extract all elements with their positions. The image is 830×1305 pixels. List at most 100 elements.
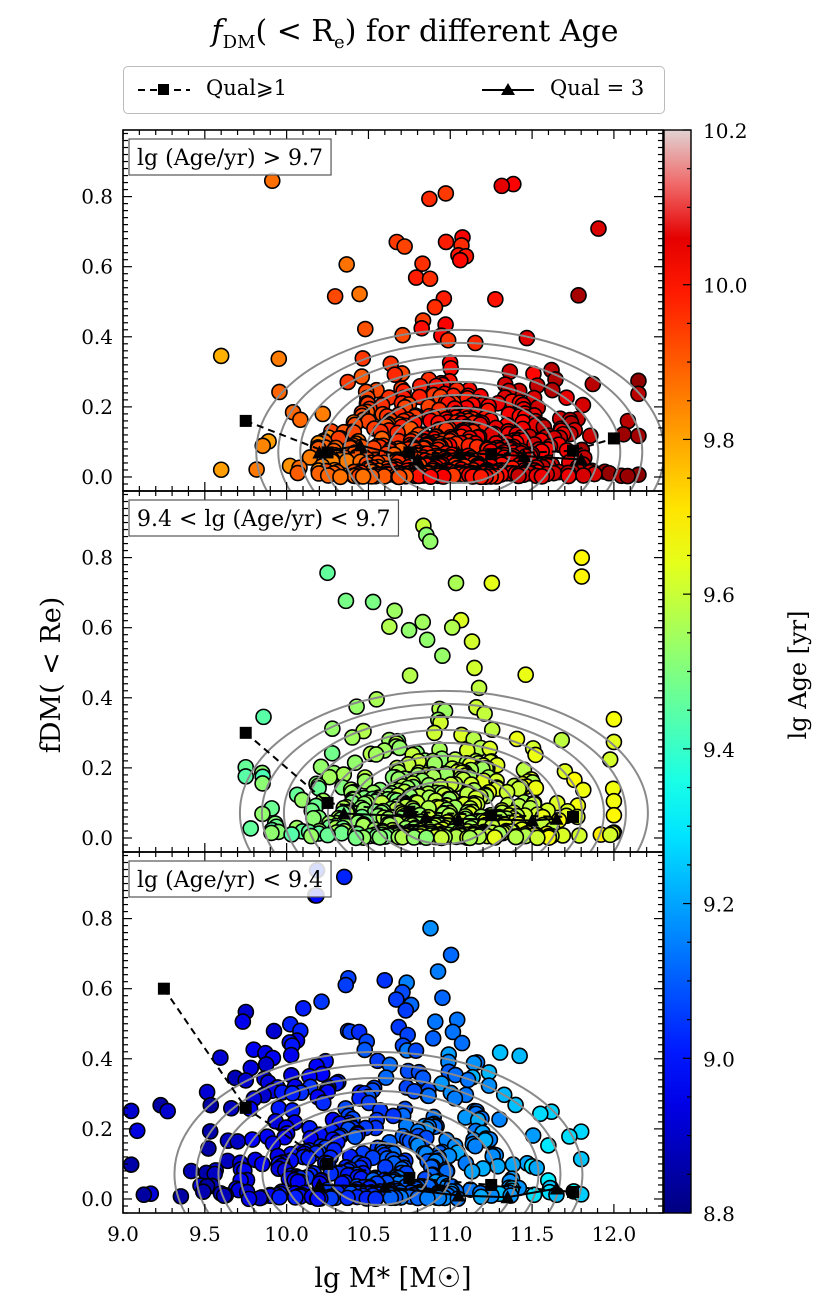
- scatter-point: [414, 613, 432, 631]
- qual3-series-marker: [451, 1188, 466, 1202]
- scatter-point: [466, 659, 483, 677]
- scatter-point: [326, 288, 344, 305]
- scatter-point: [212, 347, 230, 365]
- scatter-point: [351, 285, 368, 303]
- colorbar-tick-label: 9.4: [703, 738, 735, 762]
- scatter-point: [270, 350, 288, 368]
- chart-title: fDM( < Re) for different Age: [211, 14, 619, 53]
- scatter-point: [314, 405, 332, 423]
- x-tick-label: 10.0: [264, 1222, 309, 1246]
- qual3-series-marker: [353, 438, 368, 452]
- scatter-point: [422, 920, 439, 937]
- scatter-point: [401, 667, 419, 684]
- y-tick-label: 0.8: [81, 185, 113, 209]
- density-contour: [195, 1063, 562, 1213]
- scatter-point: [444, 1023, 462, 1041]
- y-tick-label: 0.0: [81, 826, 113, 850]
- scatter-point: [229, 1133, 246, 1150]
- scatter-point: [364, 593, 382, 611]
- scatter-point: [511, 1047, 528, 1065]
- scatter-point: [463, 633, 481, 650]
- scatter-point: [421, 190, 438, 208]
- qual3-series-marker: [377, 1179, 392, 1193]
- qual3-series-marker: [516, 448, 531, 462]
- scatter-point: [507, 828, 525, 846]
- scatter-point: [570, 287, 587, 304]
- scatter-point: [282, 1046, 300, 1064]
- scatter-point: [271, 1188, 288, 1206]
- qual1-series-marker: [567, 444, 579, 457]
- scatter-point: [605, 710, 623, 728]
- density-contour: [282, 715, 605, 852]
- scatter-point: [437, 233, 455, 251]
- qual3-series-marker: [451, 445, 466, 459]
- scatter-point: [601, 751, 619, 768]
- colorbar-tick-label: 8.8: [703, 1202, 735, 1226]
- y-tick-label: 0.8: [81, 907, 113, 931]
- scatter-point: [493, 177, 511, 195]
- scatter-point: [421, 533, 439, 550]
- scatter-point: [123, 1156, 140, 1173]
- density-contour: [277, 341, 644, 491]
- scatter-point: [434, 989, 451, 1007]
- colorbar-label: lg Age [yr]: [784, 611, 812, 740]
- panel-label: lg (Age/yr) < 9.4: [137, 868, 323, 893]
- scatter-point: [426, 298, 444, 316]
- scatter-point: [605, 792, 623, 810]
- x-tick-label: 11.0: [428, 1222, 473, 1246]
- scatter-point: [397, 1002, 415, 1019]
- scatter-point: [376, 971, 394, 989]
- scatter-point: [439, 331, 457, 349]
- scatter-point: [313, 993, 330, 1010]
- scatter-point: [371, 829, 389, 846]
- scatter-point: [405, 1082, 423, 1100]
- scatter-point: [292, 411, 309, 429]
- density-contour: [173, 1050, 584, 1213]
- scatter-point: [265, 1022, 283, 1040]
- scatter-point: [421, 270, 439, 288]
- scatter-point: [573, 568, 591, 585]
- scatter-point: [487, 290, 504, 308]
- density-contour: [255, 328, 663, 491]
- x-tick-label: 12.0: [592, 1222, 637, 1246]
- qual1-series-marker: [239, 1101, 252, 1114]
- scatter-point: [388, 991, 405, 1008]
- qual3-series-marker: [549, 811, 564, 825]
- scatter-point: [234, 1013, 252, 1030]
- scatter-point: [453, 1034, 471, 1052]
- panel-2: 0.0 0.2 0.4 0.6 0.8 9.4 < lg (Age/yr) < 9.7: [81, 490, 664, 853]
- colorbar-tick-label: 9.2: [703, 893, 735, 917]
- scatter-point: [532, 1105, 549, 1123]
- scatter-point: [529, 829, 546, 847]
- scatter-point: [605, 733, 623, 751]
- y-tick-label: 0.0: [81, 1187, 113, 1211]
- scatter-point: [434, 647, 451, 665]
- scatter-point: [426, 1013, 444, 1031]
- x-tick-label: 9.0: [107, 1222, 139, 1246]
- colorbar: [663, 129, 692, 1214]
- scatter-point: [386, 602, 403, 620]
- scatter-point: [381, 618, 398, 635]
- scatter-point: [356, 1041, 374, 1059]
- scatter-point: [332, 468, 349, 486]
- scatter-point: [323, 745, 341, 762]
- y-tick-label: 0.6: [81, 255, 113, 279]
- y-axis-label: fDM( < Re): [36, 597, 67, 753]
- y-tick-label: 0.0: [81, 465, 113, 489]
- scatter-point: [561, 1128, 578, 1145]
- scatter-point: [347, 829, 365, 847]
- scatter-point: [601, 826, 619, 844]
- qual3-series-marker: [525, 813, 540, 827]
- scatter-point: [400, 621, 418, 639]
- legend-item-qual3: Qual = 3: [550, 76, 645, 100]
- scatter-point: [271, 383, 288, 401]
- scatter-point: [517, 666, 534, 684]
- scatter-point: [584, 375, 602, 393]
- scatter-point: [287, 1189, 304, 1206]
- scatter-point: [619, 467, 636, 485]
- scatter-point: [491, 1044, 509, 1061]
- legend-item-qual1: Qual⩾1: [206, 76, 287, 100]
- scatter-point: [466, 1137, 484, 1155]
- qual1-series-marker: [239, 726, 252, 739]
- scatter-point: [321, 768, 338, 786]
